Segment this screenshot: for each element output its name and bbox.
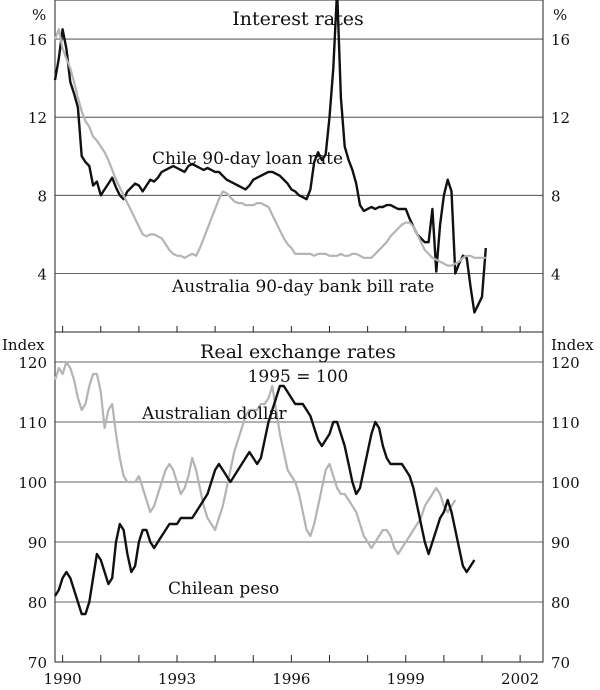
bot-y-tick-label-left: 80 [28, 594, 47, 612]
chilean-peso-label: Chilean peso [168, 579, 279, 599]
bot-y-tick-label-right: 80 [551, 594, 570, 612]
series-line-australia-90-day-bank-bill-rate [53, 28, 486, 267]
x-tick-labels: 1990 1993 1996 1999 2002 [44, 670, 540, 688]
bot-y-tick-label-right: 100 [551, 474, 580, 492]
bot-y-tick-label-right: 110 [551, 414, 580, 432]
bottom-chart-title: Real exchange rates [200, 341, 396, 363]
top-y-tick-label-left: 8 [37, 187, 47, 205]
bot-y-tick-label-right: 70 [551, 654, 570, 672]
top-y-tick-label-left: 4 [37, 265, 47, 283]
top-y-tick-labels-left: 4 8 12 16 [28, 31, 47, 283]
bottom-series-group [53, 360, 476, 616]
top-series-group [53, 0, 487, 314]
top-y-tick-label-left: 16 [28, 31, 47, 49]
top-chart-title: Interest rates [232, 8, 363, 30]
x-tick-label: 1999 [387, 670, 425, 688]
bottom-panel-frame [54, 331, 544, 663]
series-line-australian-dollar [53, 360, 457, 556]
top-y-tick-labels-right: 4 8 12 16 [551, 31, 570, 283]
bot-y-tick-label-left: 100 [18, 474, 47, 492]
x-tick-label: 1996 [272, 670, 310, 688]
unit-label-index-right: Index [551, 336, 594, 354]
top-y-tick-label-right: 16 [551, 31, 570, 49]
top-y-tick-label-right: 4 [551, 265, 561, 283]
australian-dollar-label: Australian dollar [141, 404, 288, 424]
bottom-y-tick-labels-right: 70 80 90 100 110 120 [551, 354, 580, 672]
unit-label-index-left: Index [2, 336, 45, 354]
x-tick-label: 1990 [44, 670, 82, 688]
bot-y-tick-label-left: 70 [28, 654, 47, 672]
bot-y-tick-label-left: 90 [28, 534, 47, 552]
x-tick-label: 1993 [158, 670, 196, 688]
top-y-tick-label-right: 12 [551, 109, 570, 127]
unit-label-percent-left: % [32, 6, 46, 24]
unit-label-percent-right: % [553, 6, 567, 24]
australia-bill-rate-label: Australia 90-day bank bill rate [171, 277, 434, 297]
chile-loan-rate-label: Chile 90-day loan rate [152, 149, 343, 169]
bot-y-tick-label-right: 120 [551, 354, 580, 372]
top-y-tick-label-right: 8 [551, 187, 561, 205]
x-tick-label: 2002 [501, 670, 539, 688]
x-tick-marks [62, 326, 521, 662]
series-line-chilean-peso [53, 384, 476, 616]
bottom-y-tick-labels-left: 70 80 90 100 110 120 [18, 354, 47, 672]
bot-y-tick-label-right: 90 [551, 534, 570, 552]
bot-y-tick-label-left: 110 [18, 414, 47, 432]
bottom-chart-subtitle: 1995 = 100 [248, 367, 349, 387]
top-y-tick-label-left: 12 [28, 109, 47, 127]
bot-y-tick-label-left: 120 [18, 354, 47, 372]
